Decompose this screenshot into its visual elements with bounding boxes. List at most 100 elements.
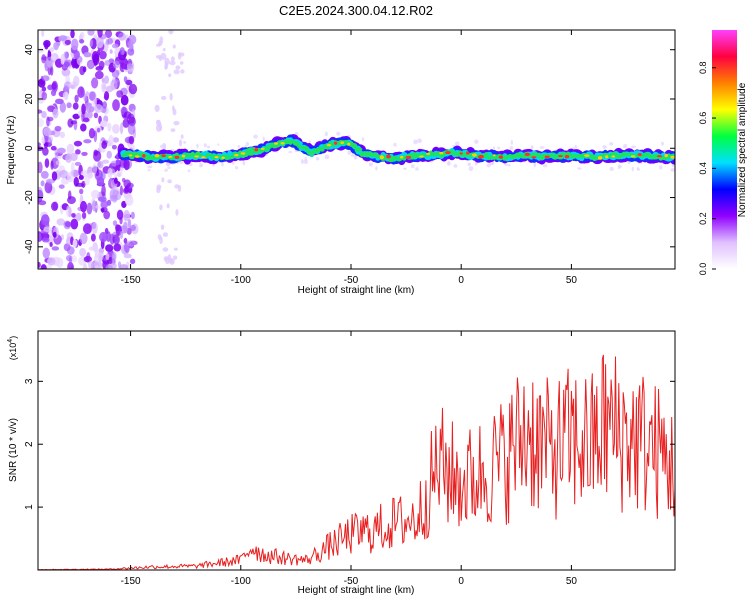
ridge-peak	[168, 155, 173, 158]
noise-blob	[49, 47, 55, 53]
noise-blob	[52, 108, 59, 119]
noise-blob	[63, 220, 72, 230]
noise-blob	[77, 86, 85, 98]
ridge-blob	[120, 154, 128, 158]
halo-blob	[199, 162, 202, 165]
noise-blob	[96, 176, 105, 186]
halo-blob	[147, 169, 151, 172]
noise-blob	[127, 122, 136, 135]
ridge-peak	[181, 154, 186, 158]
noise-blob	[104, 90, 110, 101]
ridge-peak	[194, 155, 200, 158]
halo-blob	[164, 168, 168, 172]
ridge-peak	[558, 154, 563, 157]
noise-blob	[170, 56, 175, 62]
noise-blob	[82, 263, 88, 269]
noise-blob	[91, 200, 98, 212]
noise-blob	[53, 42, 59, 51]
ridge-peak	[664, 153, 669, 158]
noise-blob	[59, 169, 69, 179]
ridge-peak	[656, 155, 663, 158]
noise-blob	[64, 61, 70, 67]
halo-blob	[467, 162, 471, 166]
halo-blob	[304, 156, 307, 162]
ridge-peak	[584, 154, 590, 157]
noise-blob	[156, 186, 161, 194]
noise-blob	[96, 127, 101, 133]
noise-blob	[100, 200, 109, 209]
noise-blob	[78, 175, 84, 181]
noise-blob	[159, 204, 163, 211]
noise-blob	[115, 159, 121, 166]
ridge-peak	[524, 152, 531, 157]
halo-blob	[542, 164, 548, 168]
colorbar-tick-label: 0.4	[698, 162, 708, 175]
noise-blob	[38, 161, 43, 174]
noise-blob	[38, 109, 43, 114]
halo-blob	[417, 138, 422, 144]
noise-blob	[109, 49, 113, 54]
halo-blob	[447, 162, 451, 166]
spectrogram-y-ticks: -40 -20 0 20 40	[24, 44, 675, 254]
noise-blob	[162, 47, 166, 52]
ridge-peak	[426, 152, 431, 155]
noise-blob	[70, 218, 79, 230]
noise-blob	[60, 53, 65, 65]
halo-blob	[347, 150, 352, 155]
noise-blob	[126, 63, 133, 70]
noise-blob	[71, 38, 79, 51]
halo-blob	[508, 163, 511, 167]
spectrogram-x-label: Height of straight line (km)	[298, 285, 415, 296]
noise-blob	[172, 255, 178, 260]
noise-blob	[170, 128, 176, 133]
halo-blob	[159, 144, 165, 149]
noise-blob	[101, 159, 110, 164]
noise-blob	[119, 166, 124, 171]
noise-blob	[111, 252, 116, 265]
noise-blob	[101, 81, 107, 93]
halo-blob	[393, 142, 397, 147]
noise-blob	[111, 43, 119, 49]
noise-blob	[118, 32, 126, 41]
noise-blob	[179, 61, 184, 65]
noise-blob	[160, 224, 165, 230]
noise-blob	[101, 184, 106, 197]
noise-blob	[160, 52, 167, 60]
halo-blob	[231, 161, 235, 165]
noise-blob	[111, 79, 119, 84]
noise-blob	[43, 127, 52, 137]
ridge-peak	[466, 151, 470, 155]
ridge-blob	[247, 152, 255, 156]
noise-blob	[112, 60, 120, 69]
halo-blob	[631, 166, 634, 172]
spectrogram-marks	[38, 30, 675, 269]
noise-blob	[83, 139, 92, 144]
noise-blob	[66, 246, 75, 255]
halo-blob	[636, 166, 639, 171]
noise-blob	[70, 30, 75, 39]
noise-blob	[123, 179, 131, 189]
ridge-peak	[478, 154, 484, 159]
noise-blob	[167, 179, 172, 184]
halo-blob	[533, 162, 537, 167]
ridge-blob	[304, 146, 309, 152]
noise-blob	[104, 75, 110, 84]
noise-blob	[162, 247, 169, 252]
noise-blob	[51, 82, 57, 90]
noise-blob	[98, 254, 103, 262]
halo-blob	[221, 162, 224, 167]
noise-blob	[80, 170, 89, 178]
noise-blob	[41, 30, 45, 37]
noise-blob	[104, 59, 111, 66]
spectrogram-x-tick-label: -50	[344, 275, 359, 286]
noise-blob	[67, 171, 74, 183]
noise-blob	[104, 227, 109, 235]
noise-blob	[94, 265, 100, 269]
noise-blob	[130, 211, 135, 220]
noise-blob	[67, 190, 72, 200]
noise-blob	[112, 99, 120, 112]
noise-blob	[128, 39, 134, 50]
spectrogram-x-tick-label: -150	[121, 275, 141, 286]
ridge-peak	[154, 153, 160, 158]
